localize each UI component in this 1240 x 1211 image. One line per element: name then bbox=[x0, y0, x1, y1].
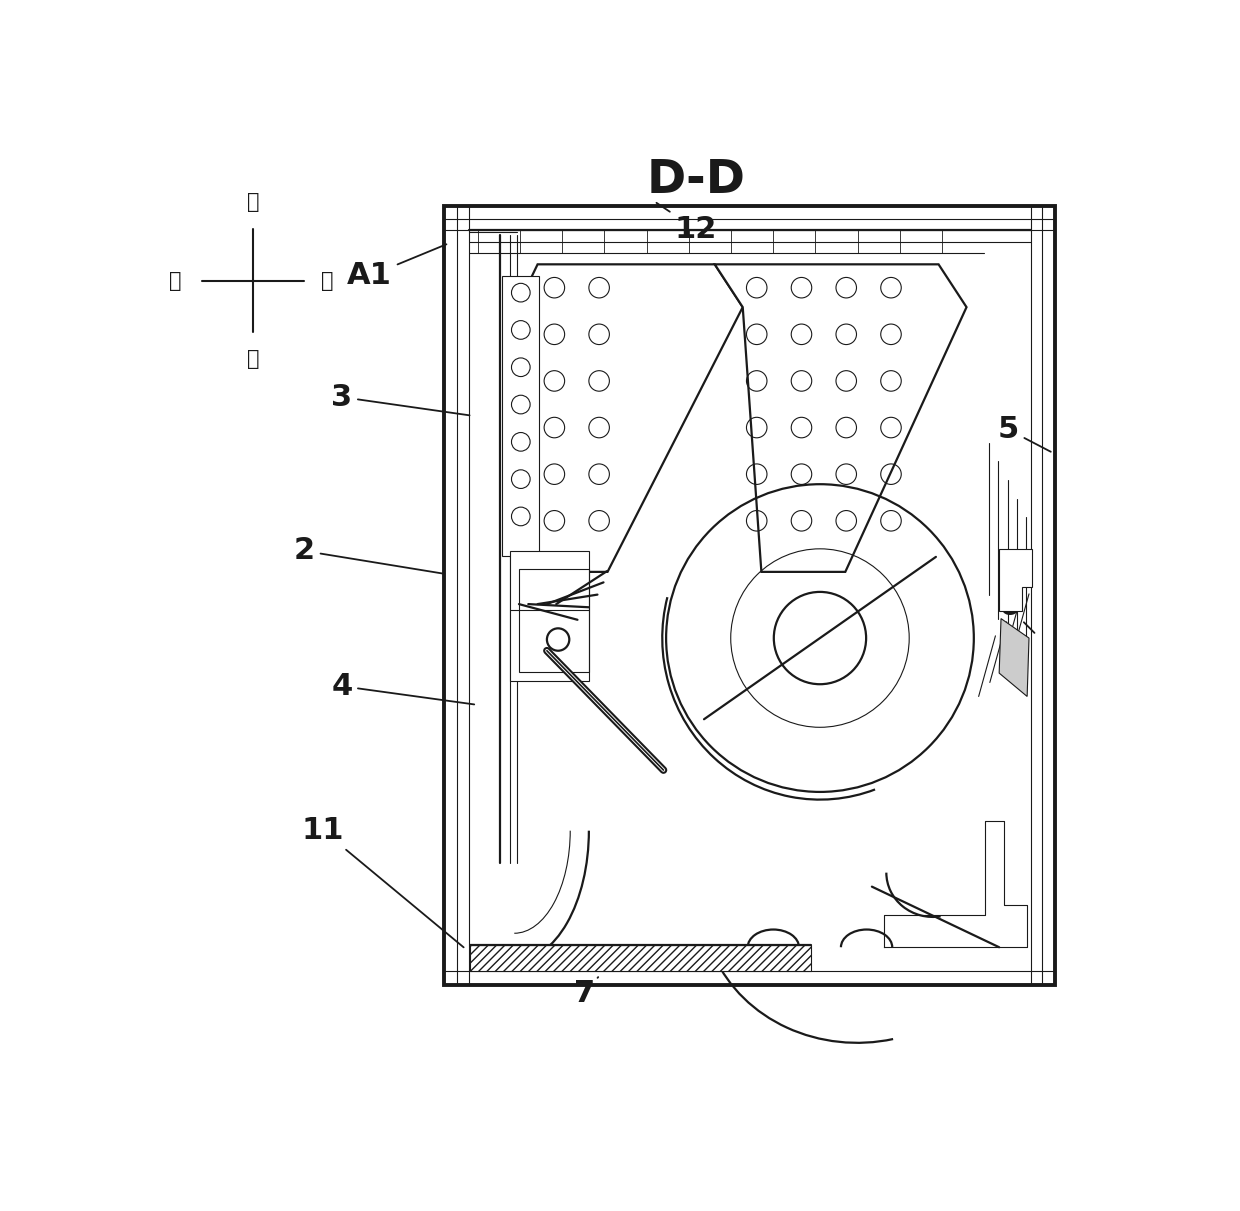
Text: 12: 12 bbox=[656, 202, 717, 243]
Polygon shape bbox=[999, 549, 1032, 610]
Text: 4: 4 bbox=[331, 672, 474, 705]
Text: 5: 5 bbox=[998, 415, 1050, 452]
Text: 后: 后 bbox=[321, 270, 334, 291]
Bar bbox=[470, 946, 811, 971]
Polygon shape bbox=[517, 264, 743, 572]
Polygon shape bbox=[999, 619, 1029, 696]
Bar bbox=[502, 276, 539, 556]
Text: D-D: D-D bbox=[646, 159, 745, 203]
Text: 上: 上 bbox=[247, 193, 259, 212]
Text: 7: 7 bbox=[574, 977, 598, 1009]
Bar bbox=[444, 206, 1055, 985]
Text: 6: 6 bbox=[998, 592, 1034, 633]
Bar bbox=[520, 569, 589, 672]
Text: 2: 2 bbox=[294, 536, 444, 574]
Bar bbox=[510, 551, 589, 682]
Polygon shape bbox=[714, 264, 966, 572]
Text: A1: A1 bbox=[347, 245, 446, 291]
Text: 11: 11 bbox=[301, 816, 464, 947]
Text: 前: 前 bbox=[169, 270, 181, 291]
Text: 下: 下 bbox=[247, 349, 259, 368]
Text: 3: 3 bbox=[331, 383, 470, 415]
